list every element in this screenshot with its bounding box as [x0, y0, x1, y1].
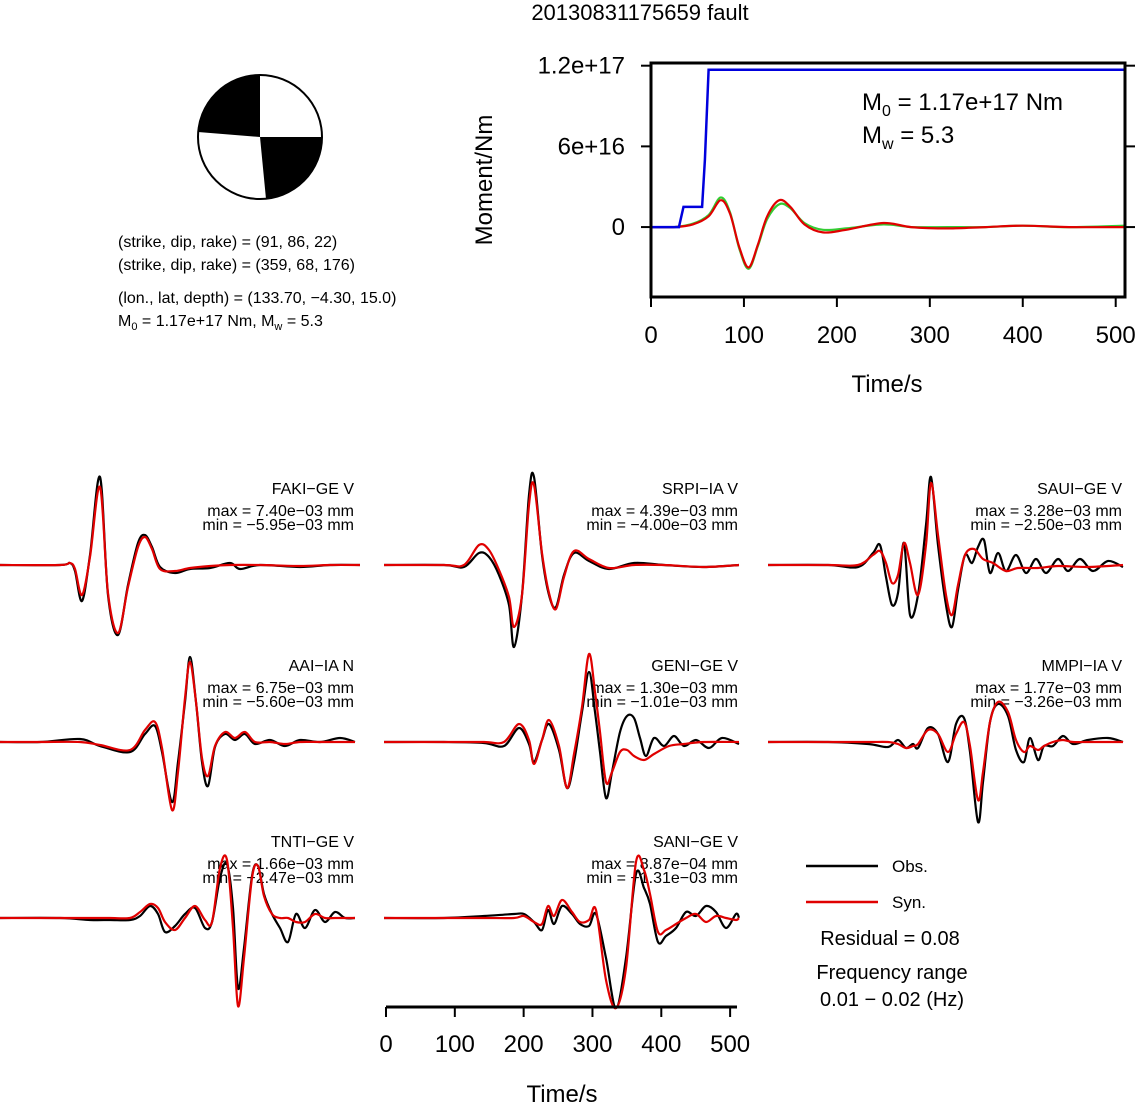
- synthetic-waveform: [383, 652, 740, 790]
- station-min: min = −5.95e−03 mm: [202, 517, 354, 534]
- waveform-x-tick-label: 0: [379, 1031, 392, 1058]
- moment-x-tick-label: 200: [817, 322, 857, 349]
- focal-parameters-text: (strike, dip, rake) = (91, 86, 22) (stri…: [118, 234, 396, 333]
- moment-annotation-m0: M0 = 1.17e+17 Nm: [862, 89, 1063, 120]
- waveform-x-tick-label: 400: [641, 1031, 681, 1058]
- station-max: max = 3.28e−03 mm: [975, 503, 1122, 520]
- synthetic-waveform: [383, 481, 740, 629]
- nodal-plane-2: (strike, dip, rake) = (359, 68, 176): [118, 257, 355, 274]
- station-min: min = −3.26e−03 mm: [970, 694, 1122, 711]
- station-min: min = −5.60e−03 mm: [202, 694, 354, 711]
- residual-text: Residual = 0.08: [820, 928, 960, 950]
- synthetic-waveform: [384, 854, 740, 1010]
- station-max: max = 1.30e−03 mm: [591, 680, 738, 697]
- station-min: min = −2.47e−03 mm: [202, 870, 354, 887]
- station-min: min = −4.00e−03 mm: [586, 517, 738, 534]
- legend: Obs. Syn. Residual = 0.08 Frequency rang…: [806, 857, 968, 1011]
- moment-rate-line-1: [650, 198, 1126, 269]
- moment-chart: 06e+161.2e+170 100 200 300 400 500 Moment/Nm …: [471, 53, 1136, 398]
- waveform-x-axis-label: Time/s: [526, 1081, 597, 1103]
- moment-x-tick-label: 400: [1003, 322, 1043, 349]
- synthetic-waveform: [767, 700, 1123, 802]
- observed-waveform: [383, 471, 740, 649]
- waveform-x-tick-label: 100: [435, 1031, 475, 1058]
- synthetic-waveform: [0, 854, 355, 1008]
- station-label: FAKI−GE V: [272, 481, 355, 498]
- moment-y-axis-label: Moment/Nm: [471, 115, 498, 246]
- observed-waveform: [383, 869, 741, 1010]
- station-max: max = 8.87e−04 mm: [591, 856, 738, 873]
- synthetic-waveform: [0, 660, 355, 812]
- station-label: SAUI−GE V: [1037, 481, 1122, 498]
- station-label: TNTI−GE V: [271, 834, 354, 851]
- moment-x-tick-label: 100: [724, 322, 764, 349]
- frequency-range-value: 0.01 − 0.02 (Hz): [820, 989, 964, 1011]
- station-max: max = 7.40e−03 mm: [207, 503, 354, 520]
- station-label: MMPI−IA V: [1042, 658, 1123, 675]
- moment-x-tick-label: 0: [644, 322, 657, 349]
- waveform-time-axis: 0 100 200 300 400 500: [379, 1005, 750, 1058]
- legend-obs-label: Obs.: [892, 857, 928, 876]
- station-label: SRPI−IA V: [662, 481, 738, 498]
- moment-x-axis-label: Time/s: [851, 371, 922, 398]
- nodal-plane-1: (strike, dip, rake) = (91, 86, 22): [118, 234, 337, 251]
- moment-y-tick-label: 0: [612, 214, 625, 241]
- moment-annotation-mw: Mw = 5.3: [862, 122, 954, 153]
- station-label: GENI−GE V: [651, 658, 738, 675]
- station-label: AAI−IA N: [289, 658, 354, 675]
- station-max: max = 1.66e−03 mm: [207, 856, 354, 873]
- cumulative-moment-line: [651, 68, 1125, 229]
- synthetic-waveform: [0, 485, 361, 635]
- observed-waveform: [0, 475, 361, 637]
- moment-x-tick-label: 300: [910, 322, 950, 349]
- station-max: max = 1.77e−03 mm: [975, 680, 1122, 697]
- station-max: max = 6.75e−03 mm: [207, 680, 354, 697]
- moment-magnitude-line: M0 = 1.17e+17 Nm, Mw = 5.3: [118, 313, 323, 333]
- moment-rate-line-2: [650, 196, 1126, 270]
- station-label: SANI−GE V: [653, 834, 738, 851]
- moment-plot-frame: [649, 61, 1127, 299]
- moment-x-tick-label: 500: [1096, 322, 1136, 349]
- moment-plot-area: 0 6e+16 1.2e+17 0 100 200 300 400 500: [538, 53, 1136, 349]
- frequency-range-title: Frequency range: [816, 962, 967, 984]
- waveform-x-tick-label: 500: [710, 1031, 750, 1058]
- hypocenter-location: (lon., lat, depth) = (133.70, −4.30, 15.…: [118, 290, 396, 307]
- observed-waveform: [767, 702, 1124, 824]
- station-min: min = −1.01e−03 mm: [586, 694, 738, 711]
- station-min: min = −1.31e−03 mm: [586, 870, 738, 887]
- moment-y-tick-label: 1.2e+17: [538, 53, 625, 80]
- chart-title: 20130831175659 fault: [531, 0, 748, 25]
- waveform-x-tick-label: 200: [504, 1031, 544, 1058]
- synthetic-waveform: [767, 481, 1124, 617]
- waveform-x-tick-label: 300: [572, 1031, 612, 1058]
- legend-syn-label: Syn.: [892, 893, 926, 912]
- station-min: min = −2.50e−03 mm: [970, 517, 1122, 534]
- moment-y-tick-label: 6e+16: [558, 133, 625, 160]
- observed-waveform: [767, 475, 1124, 629]
- station-max: max = 4.39e−03 mm: [591, 503, 738, 520]
- focal-mechanism-beachball: [197, 74, 323, 200]
